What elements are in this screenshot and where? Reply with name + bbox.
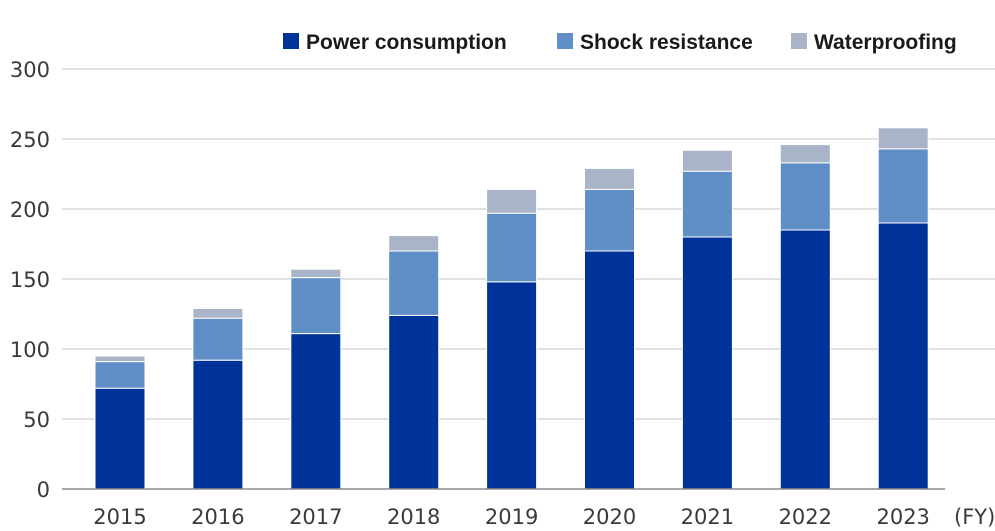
x-tick-label: 2015: [93, 505, 146, 529]
y-tick-label: 0: [37, 478, 50, 502]
legend-label: Power consumption: [306, 31, 507, 54]
bar-segment-waterproofing: [877, 127, 929, 150]
bar-segment-power-consumption: [877, 222, 929, 490]
bar-segment-shock-resistance: [681, 170, 733, 238]
x-tick-label: 2019: [485, 505, 538, 529]
bar-segment-waterproofing: [681, 149, 733, 172]
bar-segment-power-consumption: [290, 333, 342, 490]
y-tick-label: 150: [10, 268, 50, 292]
bar-segment-shock-resistance: [388, 250, 440, 316]
y-axis-ticks: 0 50 100 150 200 250 300: [10, 58, 50, 502]
bar-segment-waterproofing: [192, 307, 244, 319]
bar-segment-shock-resistance: [192, 317, 244, 361]
bars: [94, 127, 929, 490]
bar-segment-waterproofing: [779, 144, 831, 164]
legend-label: Shock resistance: [580, 31, 753, 54]
bar-segment-shock-resistance: [94, 361, 146, 389]
y-tick-label: 50: [23, 408, 50, 432]
legend-label: Waterproofing: [814, 31, 957, 54]
bar-segment-waterproofing: [584, 167, 635, 190]
bar-segment-power-consumption: [388, 314, 440, 490]
bar-segment-power-consumption: [94, 387, 146, 490]
bar-segment-waterproofing: [290, 268, 342, 279]
bar-segment-power-consumption: [192, 359, 244, 490]
legend-swatch: [557, 33, 573, 49]
x-tick-label: 2023: [876, 505, 929, 529]
bar-segment-shock-resistance: [584, 188, 635, 252]
x-tick-label: 2022: [779, 505, 832, 529]
bar-segment-power-consumption: [779, 229, 831, 490]
y-tick-label: 200: [10, 198, 50, 222]
bar-segment-waterproofing: [486, 188, 538, 214]
y-tick-label: 300: [10, 58, 50, 82]
bar-segment-power-consumption: [681, 236, 733, 490]
x-tick-label: 2017: [289, 505, 342, 529]
x-tick-label: 2021: [681, 505, 734, 529]
x-tick-label: 2018: [387, 505, 440, 529]
bar-segment-waterproofing: [388, 235, 440, 252]
bar-segment-shock-resistance: [877, 148, 929, 224]
x-axis-ticks: 2015 2016 2017 2018 2019 2020 2021 2022 2023: [93, 505, 930, 529]
x-axis-unit-label: (FY): [954, 505, 995, 529]
bar-segment-power-consumption: [486, 281, 538, 490]
legend-swatch: [791, 33, 807, 49]
bar-segment-shock-resistance: [486, 212, 538, 283]
legend-swatch: [283, 33, 299, 49]
bar-segment-waterproofing: [94, 355, 146, 363]
y-tick-label: 100: [10, 338, 50, 362]
legend: Power consumption Shock resistance Waterpr…: [283, 31, 957, 54]
bar-segment-shock-resistance: [290, 277, 342, 335]
x-tick-label: 2016: [191, 505, 244, 529]
y-tick-label: 250: [10, 128, 50, 152]
bar-segment-power-consumption: [584, 250, 635, 490]
bar-segment-shock-resistance: [779, 162, 831, 231]
x-tick-label: 2020: [583, 505, 636, 529]
